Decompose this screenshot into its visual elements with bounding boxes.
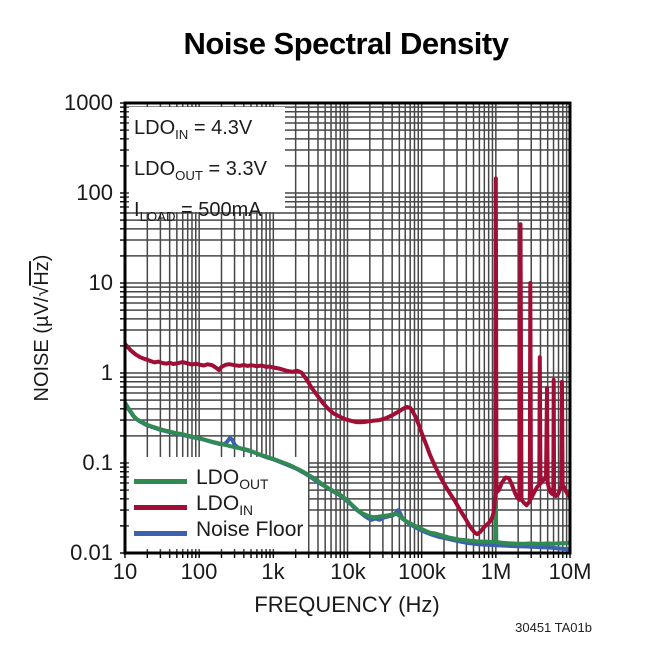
x-tick-label: 10: [112, 559, 138, 584]
y-tick-label: 10: [88, 270, 113, 295]
y-tick-label: 100: [76, 180, 113, 205]
ldo-out-line-swatch: [134, 478, 187, 484]
x-tick-label: 100: [180, 559, 218, 584]
legend-label: LDOOUT: [196, 465, 269, 493]
chart-title: Noise Spectral Density: [183, 26, 509, 61]
ldo-in-line-swatch: [134, 504, 187, 510]
y-axis-title: NOISE (µV/√Hz): [31, 254, 53, 402]
annotation-line: LDOIN = 4.3V: [134, 117, 253, 142]
y-tick-label: 1: [100, 360, 113, 385]
legend-label: LDOIN: [196, 491, 254, 519]
legend-item-ldo-in: LDOIN: [134, 491, 254, 519]
x-axis-title: FREQUENCY (Hz): [254, 592, 440, 617]
y-tick-label: 0.01: [70, 540, 113, 565]
x-tick-label: 10k: [330, 559, 366, 584]
legend-item-ldo-out: LDOOUT: [134, 465, 269, 493]
conditions-annotation: LDOIN = 4.3V LDOOUT = 3.3V ILOAD = 500mA: [134, 111, 267, 234]
y-tick-label: 1000: [64, 90, 113, 115]
x-tick-label: 1M: [480, 559, 512, 584]
x-tick-label: 10M: [548, 559, 592, 584]
annotation-line: ILOAD = 500mA: [134, 199, 262, 224]
figure-reference-note: 30451 TA01b: [515, 620, 592, 635]
x-tick-label: 100k: [398, 559, 446, 584]
legend-item-noise-floor: Noise Floor: [134, 517, 304, 545]
legend-label: Noise Floor: [196, 517, 304, 541]
annotation-line: LDOOUT = 3.3V: [134, 158, 267, 183]
x-tick-label: 1k: [261, 559, 285, 584]
noise-floor-line-swatch: [134, 530, 187, 536]
y-tick-label: 0.1: [82, 450, 113, 475]
